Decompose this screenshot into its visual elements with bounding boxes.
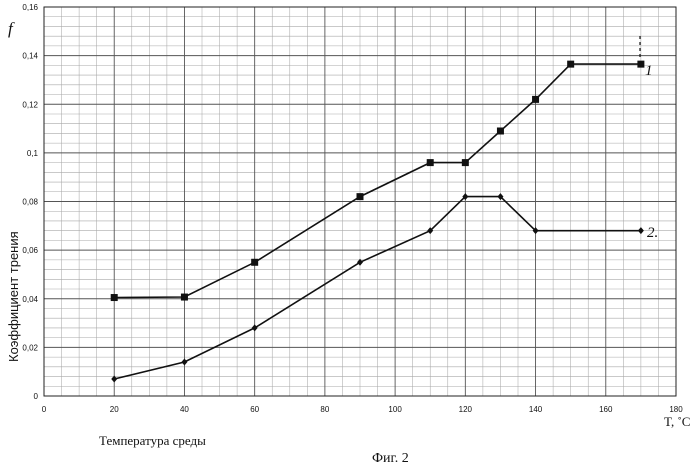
series-2-point [181, 358, 187, 365]
y-axis-label: Коэффициент трения [6, 231, 21, 362]
series-1-point [181, 294, 188, 301]
series-1-point [462, 159, 469, 166]
series-1-point [567, 61, 574, 68]
y-tick-label: 0,12 [22, 100, 38, 109]
y-axis-symbol: f [8, 19, 15, 38]
x-tick-label: 160 [599, 405, 613, 414]
x-tick-labels: 0 20 40 60 80 100 120 140 160 180 [42, 405, 683, 414]
series-1-point [532, 96, 539, 103]
series-1-point [637, 61, 644, 68]
series-1-point [497, 127, 504, 134]
x-tick-label: 0 [42, 405, 47, 414]
x-tick-label: 20 [110, 405, 119, 414]
x-axis-label: Температура среды [99, 433, 206, 448]
y-tick-label: 0,08 [22, 198, 38, 207]
x-tick-label: 180 [669, 405, 683, 414]
y-tick-label: 0,16 [22, 3, 38, 12]
x-tick-label: 80 [320, 405, 329, 414]
y-tick-label: 0,14 [22, 52, 38, 61]
series-1-point [427, 159, 434, 166]
x-tick-label: 40 [180, 405, 189, 414]
figure-caption: Фиг. 2 [372, 451, 409, 465]
x-tick-label: 60 [250, 405, 259, 414]
y-tick-label: 0,06 [22, 246, 38, 255]
series-2-label: 2. [647, 225, 658, 241]
x-tick-label: 100 [388, 405, 402, 414]
series-1-point [251, 259, 258, 266]
series-1-point [111, 294, 118, 301]
y-tick-label: 0,1 [27, 149, 39, 158]
series-2-point [638, 227, 644, 234]
y-tick-labels: 0 0,02 0,04 0,06 0,08 0,1 0,12 0,14 0,16 [22, 3, 38, 401]
x-tick-label: 140 [529, 405, 543, 414]
y-tick-label: 0,02 [22, 343, 38, 352]
y-tick-label: 0 [34, 392, 39, 401]
series-1-label: 1 [645, 63, 653, 79]
x-unit-label: T, ˚C [664, 414, 690, 429]
series-1-point [357, 193, 364, 200]
y-tick-label: 0,04 [22, 295, 38, 304]
x-tick-label: 120 [459, 405, 473, 414]
series-2-point [252, 324, 258, 331]
